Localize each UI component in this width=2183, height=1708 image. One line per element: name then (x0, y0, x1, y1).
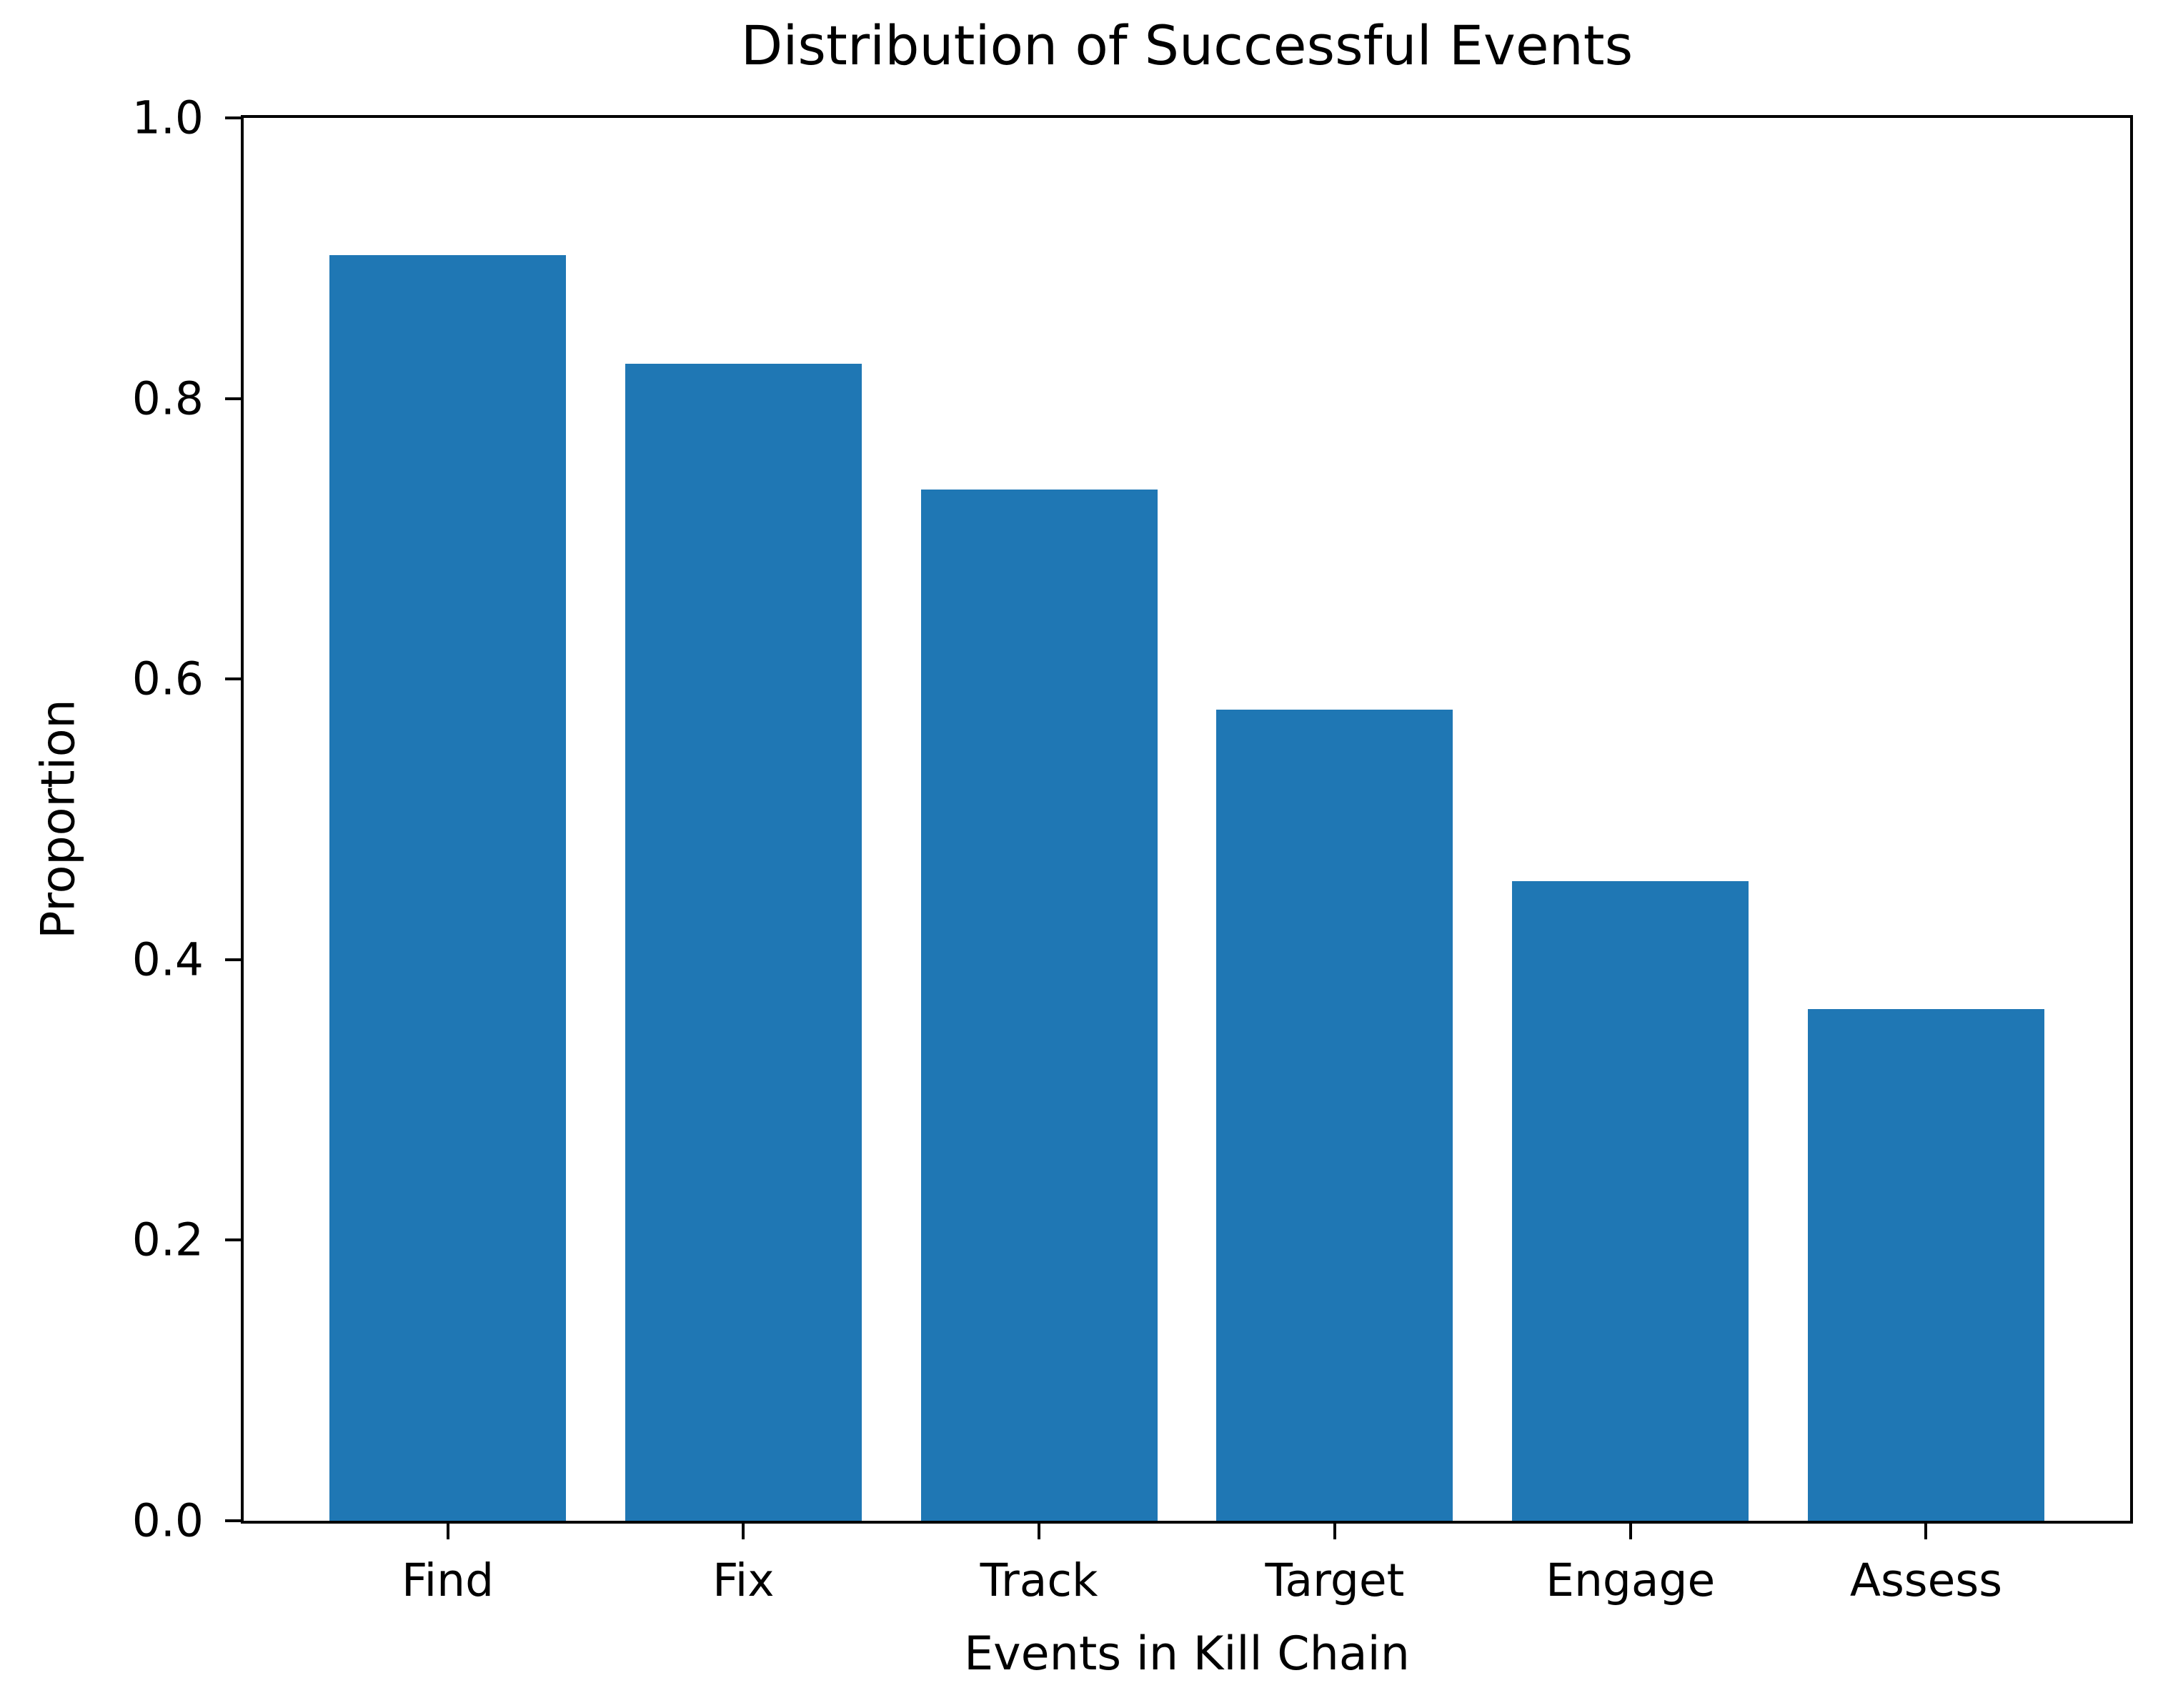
x-tick-label-find: Find (401, 1554, 494, 1607)
y-tick-0.4 (225, 958, 241, 961)
x-axis-label: Events in Kill Chain (964, 1627, 1410, 1681)
x-tick-assess (1924, 1524, 1928, 1539)
y-tick-0.2 (225, 1238, 241, 1242)
chart-title: Distribution of Successful Events (740, 14, 1633, 77)
bar-find (329, 255, 567, 1521)
bar-target (1216, 710, 1453, 1521)
bar-assess (1807, 1008, 2044, 1521)
y-tick-0.0 (225, 1519, 241, 1522)
y-tick-label-0.8: 0.8 (131, 372, 204, 425)
x-tick-engage (1628, 1524, 1632, 1539)
y-tick-0.6 (225, 677, 241, 681)
bar-fix (625, 363, 862, 1521)
y-tick-0.8 (225, 397, 241, 400)
x-tick-label-fix: Fix (712, 1554, 775, 1607)
y-tick-label-0.4: 0.4 (131, 933, 204, 986)
x-tick-track (1038, 1524, 1041, 1539)
bar-track (920, 490, 1158, 1521)
y-tick-label-0.2: 0.2 (131, 1213, 204, 1266)
y-tick-label-1.0: 1.0 (131, 91, 204, 144)
plot-area: 0.0 0.2 0.4 0.6 0.8 1.0 Find Fix Track Target Enga… (132, 96, 2133, 1603)
bar-engage (1512, 880, 1749, 1521)
y-tick-1.0 (225, 116, 241, 119)
y-tick-label-0.0: 0.0 (131, 1494, 204, 1547)
x-tick-target (1333, 1524, 1336, 1539)
y-tick-label-0.6: 0.6 (131, 652, 204, 705)
x-tick-find (446, 1524, 449, 1539)
y-axis-label: Proportion (31, 699, 86, 939)
x-tick-label-engage: Engage (1546, 1554, 1716, 1607)
x-tick-label-assess: Assess (1849, 1554, 2003, 1607)
x-tick-label-target: Target (1265, 1554, 1405, 1607)
x-tick-label-track: Track (980, 1554, 1098, 1607)
x-tick-fix (742, 1524, 745, 1539)
